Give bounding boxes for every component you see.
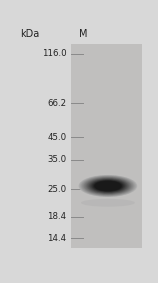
Ellipse shape xyxy=(94,181,122,191)
Ellipse shape xyxy=(83,177,133,195)
Ellipse shape xyxy=(79,175,137,197)
Ellipse shape xyxy=(87,178,129,194)
Ellipse shape xyxy=(85,177,131,194)
Ellipse shape xyxy=(81,176,135,196)
Ellipse shape xyxy=(93,180,123,192)
Ellipse shape xyxy=(80,175,136,196)
Text: 45.0: 45.0 xyxy=(47,133,66,142)
Ellipse shape xyxy=(81,199,135,207)
Ellipse shape xyxy=(81,176,135,196)
Ellipse shape xyxy=(86,178,129,194)
Ellipse shape xyxy=(90,179,126,193)
Ellipse shape xyxy=(84,177,132,195)
Ellipse shape xyxy=(87,178,129,194)
Text: 35.0: 35.0 xyxy=(47,155,66,164)
Ellipse shape xyxy=(82,176,134,196)
Ellipse shape xyxy=(89,179,127,193)
Ellipse shape xyxy=(84,177,131,195)
Ellipse shape xyxy=(92,180,124,192)
Ellipse shape xyxy=(82,176,134,196)
Text: 18.4: 18.4 xyxy=(47,212,66,221)
Text: 116.0: 116.0 xyxy=(42,49,66,58)
Ellipse shape xyxy=(90,179,126,193)
Bar xyxy=(71,44,142,248)
Ellipse shape xyxy=(86,178,130,194)
Text: M: M xyxy=(79,29,88,39)
Ellipse shape xyxy=(89,179,127,193)
Ellipse shape xyxy=(91,180,125,192)
Text: 25.0: 25.0 xyxy=(47,185,66,194)
Ellipse shape xyxy=(79,175,137,197)
Ellipse shape xyxy=(91,179,125,192)
Ellipse shape xyxy=(83,177,133,196)
Ellipse shape xyxy=(95,181,121,191)
Ellipse shape xyxy=(83,177,132,195)
Ellipse shape xyxy=(81,176,134,196)
Ellipse shape xyxy=(93,180,123,192)
Text: 66.2: 66.2 xyxy=(47,99,66,108)
Ellipse shape xyxy=(91,180,125,192)
Text: 14.4: 14.4 xyxy=(47,234,66,243)
Ellipse shape xyxy=(94,181,122,191)
Ellipse shape xyxy=(86,178,130,194)
Text: kDa: kDa xyxy=(20,29,39,39)
Ellipse shape xyxy=(93,181,122,191)
Ellipse shape xyxy=(85,177,131,195)
Ellipse shape xyxy=(88,179,127,193)
Ellipse shape xyxy=(92,180,124,192)
Ellipse shape xyxy=(88,179,128,193)
Ellipse shape xyxy=(80,175,136,196)
Ellipse shape xyxy=(88,178,128,194)
Ellipse shape xyxy=(79,175,137,197)
